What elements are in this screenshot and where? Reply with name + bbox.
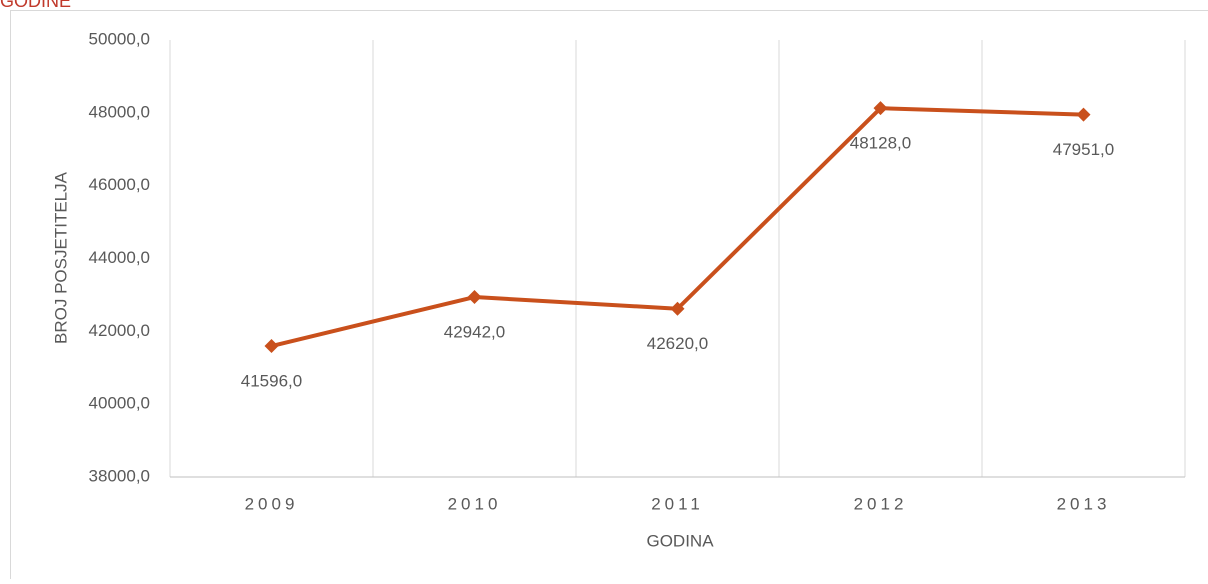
y-tick-label: 44000,0	[89, 248, 150, 267]
y-tick-label: 50000,0	[89, 29, 150, 48]
marker	[1077, 108, 1091, 122]
x-tick-label: 2012	[854, 494, 908, 513]
data-label: 42620,0	[647, 334, 708, 353]
chart-frame	[11, 11, 1208, 580]
x-tick-label: 2009	[245, 494, 299, 513]
chart-title: GODINE	[0, 0, 71, 11]
data-label: 47951,0	[1053, 140, 1114, 159]
x-tick-label: 2010	[448, 494, 502, 513]
marker	[468, 290, 482, 304]
y-tick-label: 38000,0	[89, 466, 150, 485]
y-axis-label: BROJ POSJETITELJA	[51, 171, 70, 344]
x-tick-label: 2011	[651, 494, 704, 513]
y-tick-label: 46000,0	[89, 175, 150, 194]
x-tick-label: 2013	[1057, 494, 1111, 513]
data-label: 42942,0	[444, 323, 505, 342]
data-label: 41596,0	[241, 372, 302, 391]
y-tick-label: 42000,0	[89, 321, 150, 340]
x-axis-label: GODINA	[646, 531, 714, 550]
data-label: 48128,0	[850, 134, 911, 153]
y-tick-label: 48000,0	[89, 102, 150, 121]
marker	[265, 339, 279, 353]
y-tick-label: 40000,0	[89, 394, 150, 413]
